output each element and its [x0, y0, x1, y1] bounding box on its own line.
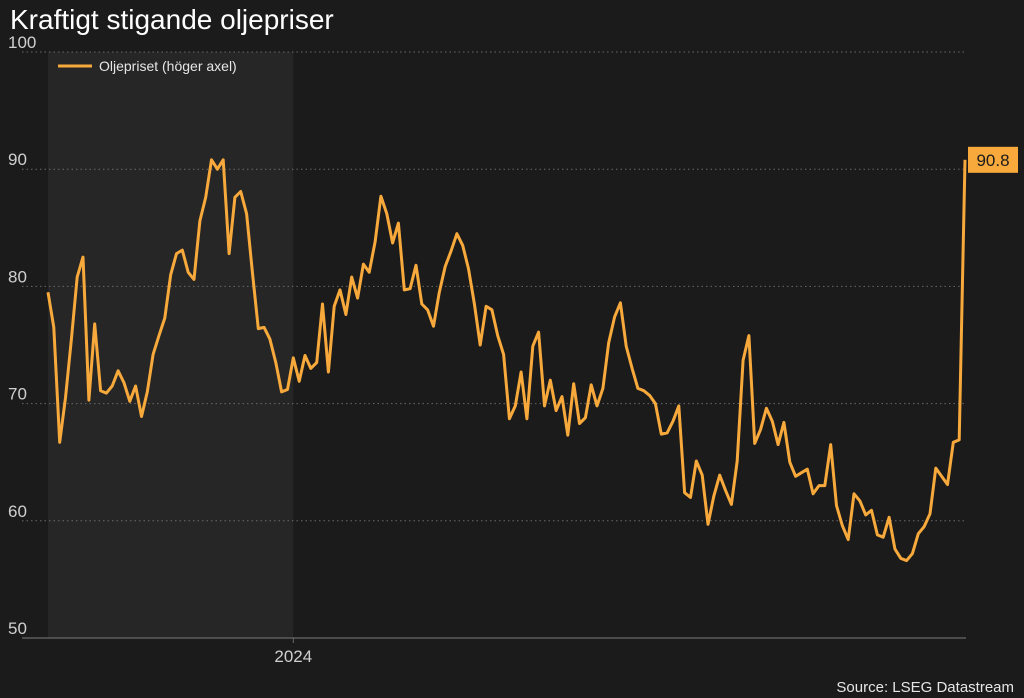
x-axis-ticks: 2024: [274, 638, 312, 666]
y-tick-label: 50: [8, 619, 27, 638]
legend-label: Oljepriset (höger axel): [99, 58, 237, 74]
y-tick-label: 80: [8, 267, 27, 286]
y-tick-label: 70: [8, 385, 27, 404]
source-note: Source: LSEG Datastream: [836, 679, 1014, 696]
x-tick-label: 2024: [274, 647, 312, 666]
chart-title: Kraftigt stigande oljepriser: [10, 4, 334, 35]
end-value-label: 90.8: [976, 151, 1009, 170]
grid-lines: [22, 51, 966, 639]
end-value-badge-bg: [968, 146, 1018, 173]
shaded-period: [48, 52, 294, 638]
y-tick-label: 60: [8, 502, 27, 521]
series-line: [46, 158, 967, 563]
y-axis-ticks: 50 60 70 80 90 100: [8, 33, 36, 638]
end-value-badge: 90.8: [968, 146, 1018, 173]
y-tick-label: 100: [8, 33, 36, 52]
legend: Oljepriset (höger axel): [58, 58, 237, 74]
y-tick-label: 90: [8, 150, 27, 169]
